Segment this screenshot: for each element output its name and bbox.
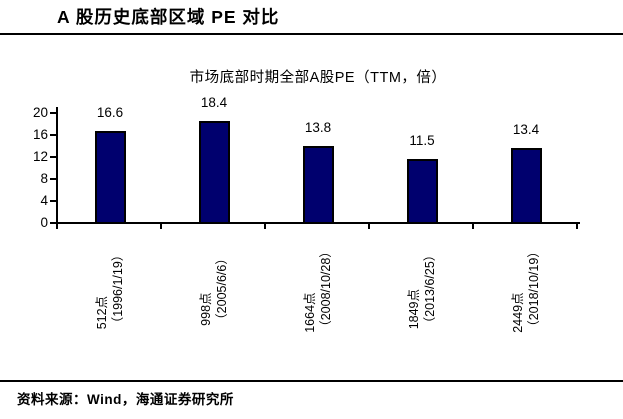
x-category-label: 998点 （2005/6/6） <box>198 252 230 326</box>
top-divider <box>0 33 623 35</box>
y-axis-tick <box>50 200 57 202</box>
category-point-label: 998点 <box>199 292 213 326</box>
y-axis-tick-label: 12 <box>32 149 48 164</box>
bar-value-label: 16.6 <box>96 105 124 120</box>
bar-value-label: 13.4 <box>512 122 540 137</box>
source-note: 资料来源：Wind，海通证券研究所 <box>17 392 234 407</box>
x-axis-tick <box>472 222 474 229</box>
bar <box>199 121 230 224</box>
x-axis-tick <box>576 222 578 229</box>
category-point-label: 512点 <box>95 295 109 330</box>
y-axis-tick <box>50 134 57 136</box>
x-category-label: 1849点 （2013/6/25） <box>406 249 438 330</box>
y-axis-tick <box>50 178 57 180</box>
y-axis-tick-label: 8 <box>40 171 48 186</box>
category-point-label: 2449点 <box>511 292 525 333</box>
y-axis-line <box>56 107 58 224</box>
category-point-label: 1664点 <box>303 292 317 333</box>
category-date-label: （2013/6/25） <box>423 248 437 330</box>
bar-value-label: 13.8 <box>304 120 332 135</box>
y-axis-tick-label: 20 <box>32 105 48 120</box>
bar <box>511 148 542 224</box>
x-axis-tick <box>160 222 162 229</box>
x-category-label: 1664点 （2008/10/28） <box>302 245 334 333</box>
category-date-label: （2018/10/19） <box>527 245 541 333</box>
category-date-label: （2005/6/6） <box>215 252 229 326</box>
y-axis-tick-label: 16 <box>32 127 48 142</box>
y-axis-tick-label: 4 <box>40 193 48 208</box>
bar-value-label: 11.5 <box>409 133 435 148</box>
figure-title: A 股历史底部区域 PE 对比 <box>57 7 280 27</box>
x-category-label: 512点 （1996/1/19） <box>94 249 126 330</box>
y-axis-tick <box>50 156 57 158</box>
y-axis-tick <box>50 112 57 114</box>
bar <box>95 131 126 224</box>
category-date-label: （2008/10/28） <box>319 245 333 333</box>
category-point-label: 1849点 <box>407 288 421 330</box>
category-date-label: （1996/1/19） <box>111 248 125 330</box>
y-axis-tick-label: 0 <box>40 215 48 230</box>
chart-title: 市场底部时期全部A股PE（TTM，倍） <box>189 70 447 86</box>
x-axis-tick <box>56 222 58 229</box>
bottom-divider <box>0 380 623 382</box>
x-category-label: 2449点 （2018/10/19） <box>510 245 542 333</box>
y-axis-tick <box>50 222 57 224</box>
bar <box>303 146 334 224</box>
x-axis-tick <box>368 222 370 229</box>
bar <box>407 159 438 224</box>
x-axis-tick <box>264 222 266 229</box>
bar-value-label: 18.4 <box>200 95 228 110</box>
